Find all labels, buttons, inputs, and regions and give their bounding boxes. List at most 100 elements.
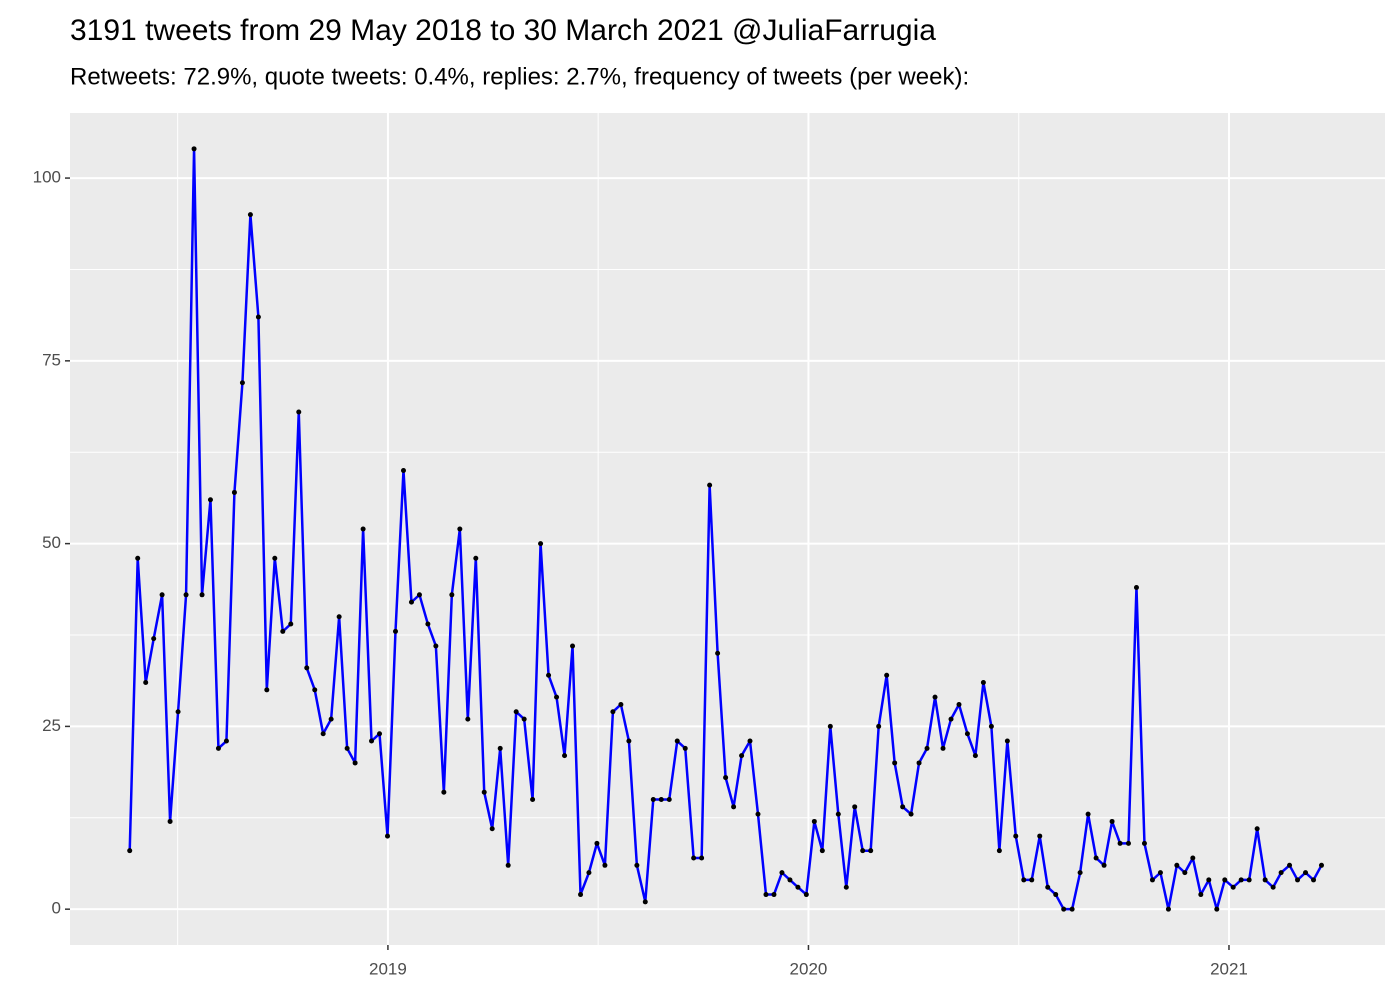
data-point xyxy=(530,797,536,803)
data-point xyxy=(385,833,391,839)
data-point xyxy=(1303,870,1309,876)
data-point xyxy=(1238,877,1244,883)
data-point xyxy=(602,862,608,868)
y-tick-label: 25 xyxy=(42,716,61,735)
data-point xyxy=(505,862,511,868)
data-point xyxy=(972,753,978,759)
data-point xyxy=(175,709,181,715)
data-point xyxy=(691,855,697,861)
data-point xyxy=(465,716,471,722)
data-point xyxy=(320,731,326,737)
data-point xyxy=(699,855,705,861)
data-point xyxy=(1190,855,1196,861)
plot-panel xyxy=(70,113,1385,945)
data-point xyxy=(1069,906,1075,912)
data-point xyxy=(1053,892,1059,898)
data-point xyxy=(191,146,197,152)
data-point xyxy=(956,701,962,707)
data-point xyxy=(876,723,882,729)
data-point xyxy=(1270,884,1276,890)
data-point xyxy=(239,380,245,386)
data-point xyxy=(787,877,793,883)
data-point xyxy=(223,738,229,744)
data-point xyxy=(1278,870,1284,876)
y-tick-label: 75 xyxy=(42,350,61,369)
data-point xyxy=(723,775,729,781)
data-point xyxy=(352,760,358,766)
data-point xyxy=(1045,884,1051,890)
data-point xyxy=(835,811,841,817)
data-point xyxy=(948,716,954,722)
data-point xyxy=(296,409,302,415)
data-point xyxy=(497,745,503,751)
y-tick-label: 100 xyxy=(33,168,61,187)
data-point xyxy=(1214,906,1220,912)
data-point xyxy=(1004,738,1010,744)
data-point xyxy=(570,643,576,649)
data-point xyxy=(207,497,213,503)
data-point xyxy=(135,555,141,561)
x-tick-label: 2020 xyxy=(790,959,828,978)
data-point xyxy=(803,892,809,898)
data-point xyxy=(377,731,383,737)
data-point xyxy=(594,840,600,846)
data-point xyxy=(666,797,672,803)
data-point xyxy=(538,541,544,547)
data-point xyxy=(771,892,777,898)
data-point xyxy=(843,884,849,890)
data-point xyxy=(449,592,455,598)
data-point xyxy=(360,526,366,532)
data-point xyxy=(1222,877,1228,883)
data-point xyxy=(425,621,431,627)
data-point xyxy=(650,797,656,803)
data-point xyxy=(231,489,237,495)
data-point xyxy=(707,482,713,488)
data-point xyxy=(272,555,278,561)
data-point xyxy=(731,804,737,810)
data-point xyxy=(892,760,898,766)
data-point xyxy=(578,892,584,898)
data-point xyxy=(940,745,946,751)
data-point xyxy=(827,723,833,729)
data-point xyxy=(795,884,801,890)
data-point xyxy=(1085,811,1091,817)
data-point xyxy=(634,862,640,868)
data-point xyxy=(586,870,592,876)
data-point xyxy=(1246,877,1252,883)
data-point xyxy=(521,716,527,722)
data-point xyxy=(642,899,648,905)
data-point xyxy=(1021,877,1027,883)
data-point xyxy=(457,526,463,532)
data-point xyxy=(811,818,817,824)
data-point xyxy=(924,745,930,751)
data-point xyxy=(416,592,422,598)
data-point xyxy=(400,468,406,474)
data-point xyxy=(1061,906,1067,912)
data-point xyxy=(908,811,914,817)
data-point xyxy=(1311,877,1317,883)
data-point xyxy=(167,818,173,824)
chart-subtitle: Retweets: 72.9%, quote tweets: 0.4%, rep… xyxy=(70,63,969,90)
data-point xyxy=(1262,877,1268,883)
data-point xyxy=(1157,870,1163,876)
data-point xyxy=(852,804,858,810)
x-tick-label: 2021 xyxy=(1210,959,1248,978)
data-point xyxy=(408,599,414,605)
data-point xyxy=(1013,833,1019,839)
data-point xyxy=(739,753,745,759)
data-point xyxy=(473,555,479,561)
data-point xyxy=(1093,855,1099,861)
data-point xyxy=(1206,877,1212,883)
data-point xyxy=(1165,906,1171,912)
data-point xyxy=(682,745,688,751)
data-point xyxy=(1182,870,1188,876)
x-tick-label: 2019 xyxy=(369,959,407,978)
data-point xyxy=(988,723,994,729)
data-point xyxy=(996,848,1002,854)
data-point xyxy=(900,804,906,810)
data-point xyxy=(546,672,552,678)
data-point xyxy=(127,848,133,854)
data-point xyxy=(215,745,221,751)
data-point xyxy=(626,738,632,744)
data-point xyxy=(1037,833,1043,839)
